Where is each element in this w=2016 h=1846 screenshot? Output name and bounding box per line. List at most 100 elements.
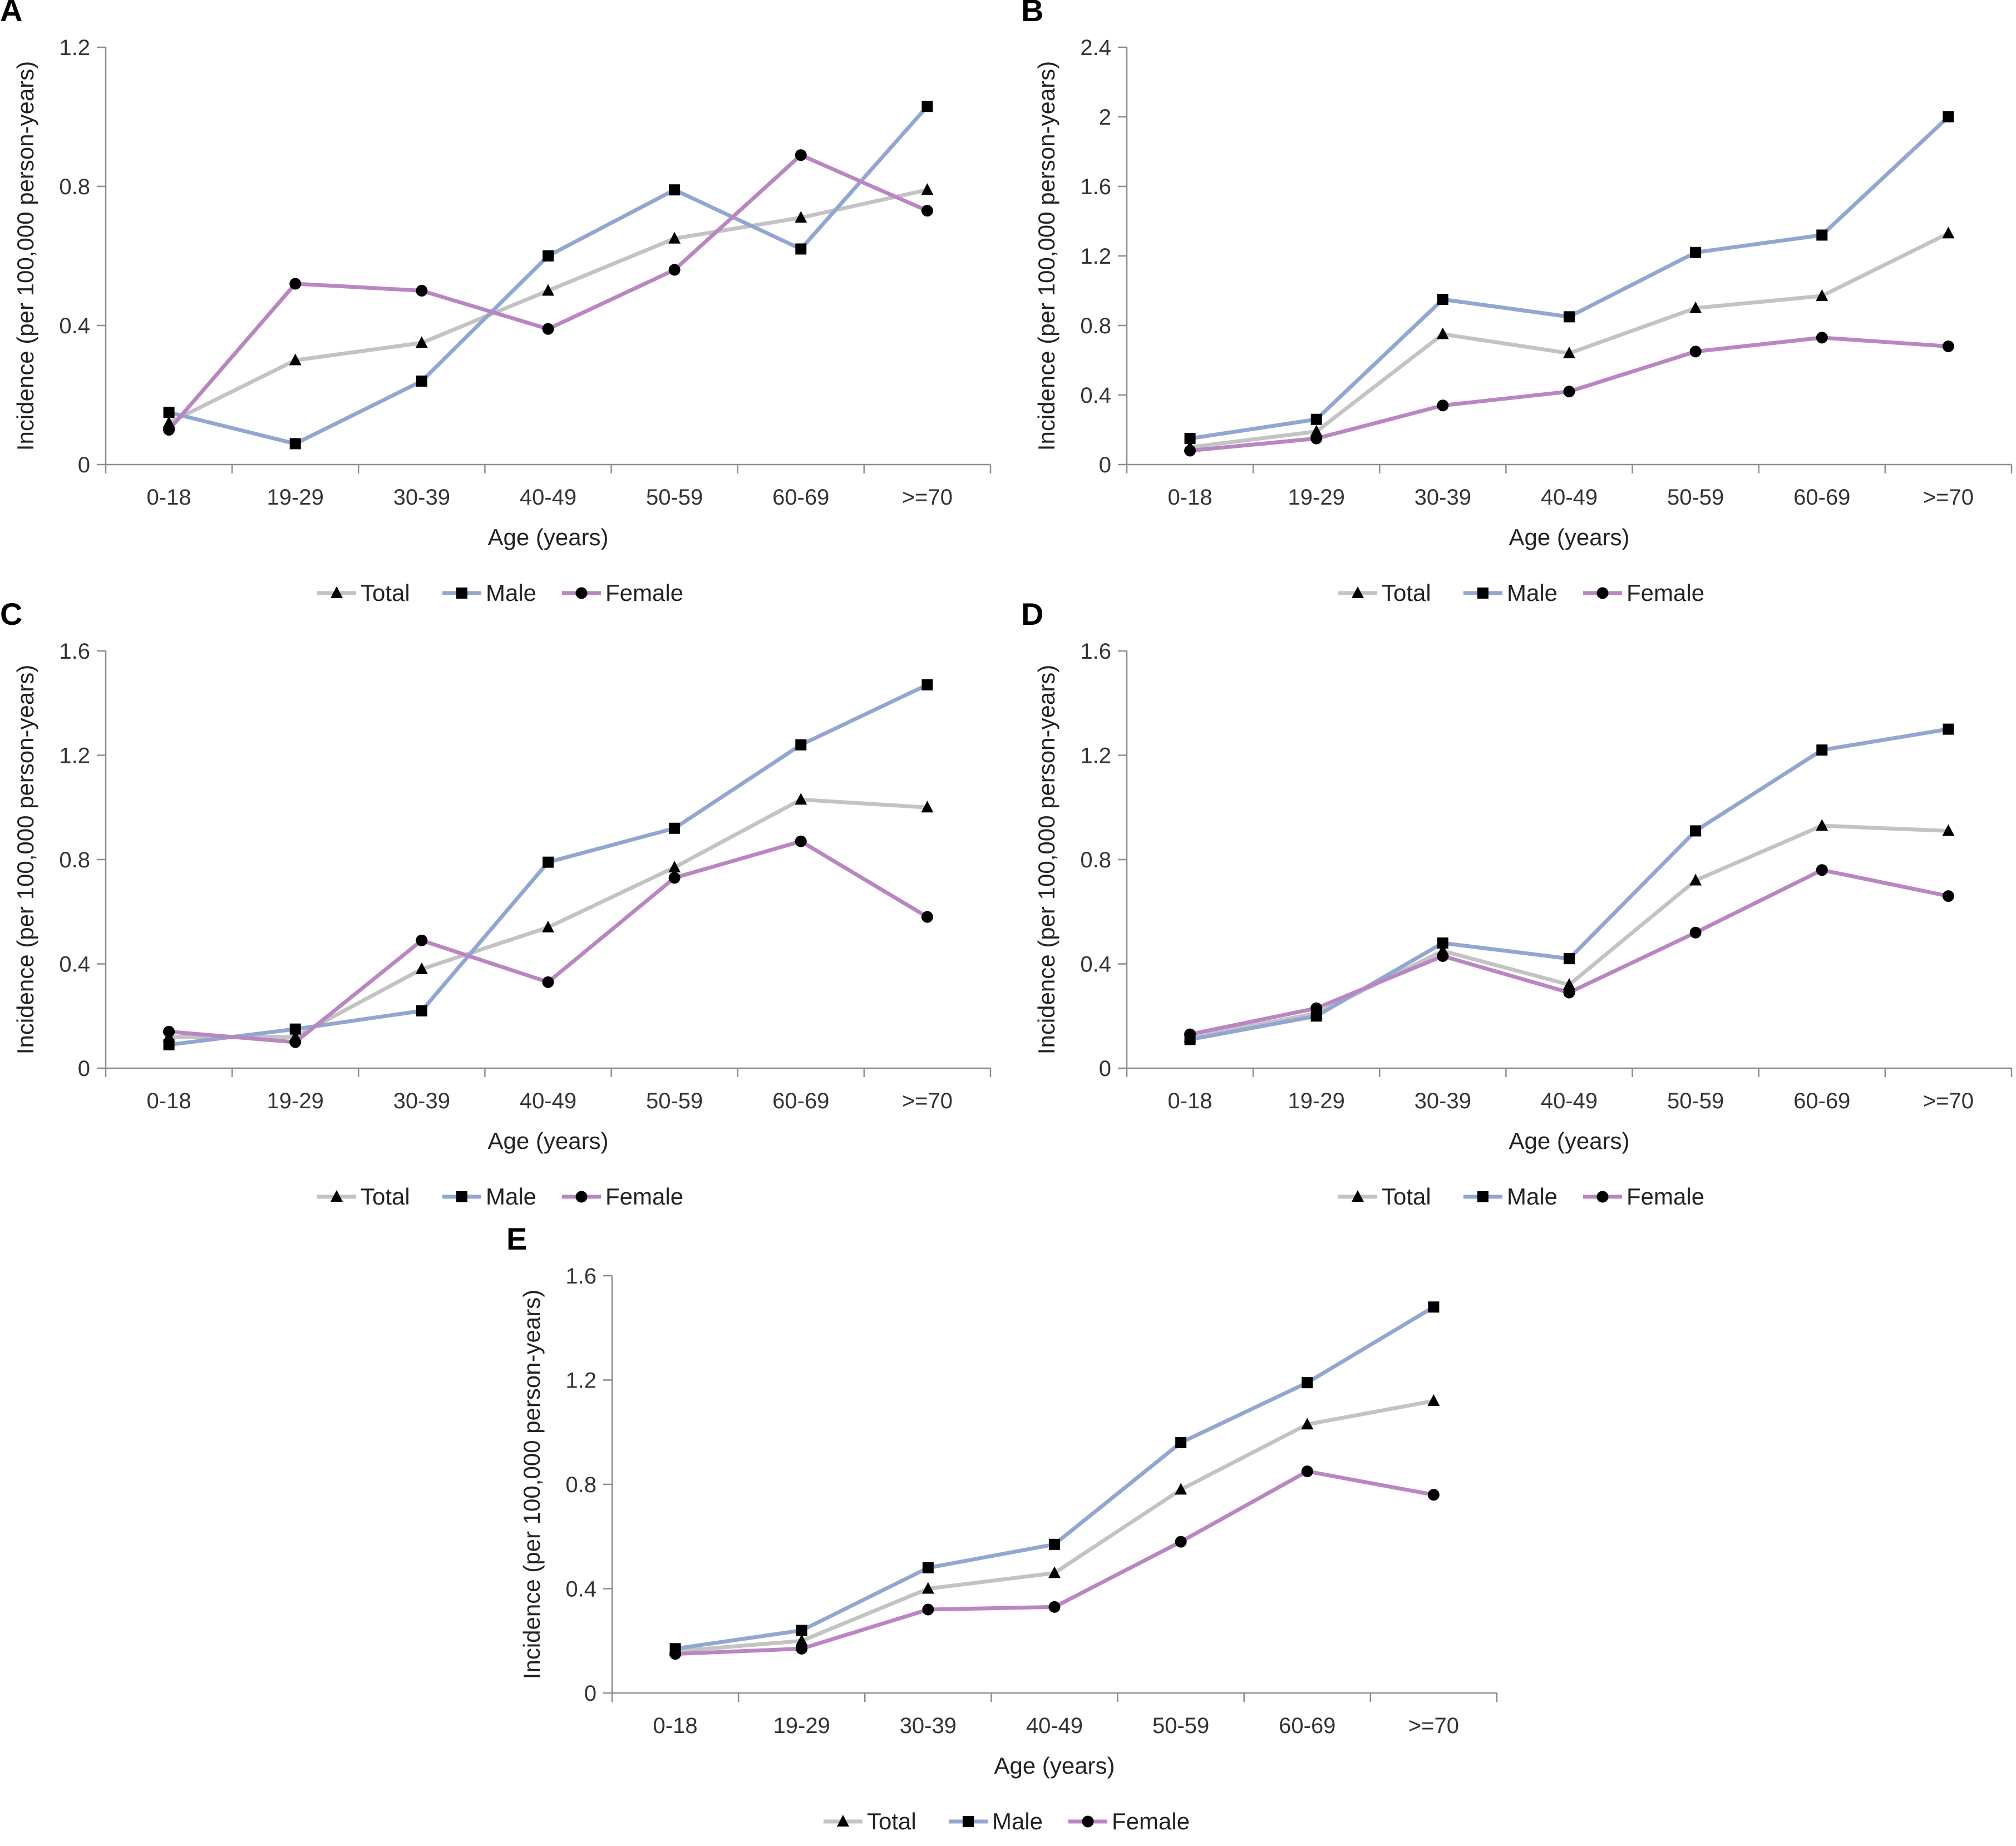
legend-marker-male [456,1191,467,1202]
data-point-total [668,861,681,873]
data-point-total [795,793,807,805]
data-point-male [163,1039,175,1050]
series-line-total [1188,823,1950,1039]
x-tick-label: 40-49 [1541,485,1598,510]
y-tick-label: 1.6 [59,639,90,664]
data-point-female [1301,1465,1313,1478]
x-tick-label: 40-49 [1026,1714,1083,1738]
x-tick-label: 50-59 [1667,1089,1724,1113]
data-point-male [163,407,175,418]
y-axis-title: Incidence (per 100,000 person-years) [12,61,38,451]
data-point-female [1816,332,1828,344]
x-tick-label: 40-49 [1541,1089,1598,1113]
chart-e-svg: 0 0.4 0.8 1.2 1.6 0-18 19-29 30-39 40-49 50-59 60-… [519,1264,1498,1834]
data-point-total [542,920,554,932]
chart-panel-d: 0 0.4 0.8 1.2 1.6 0-18 19-29 30-39 40-49 50-59 60-… [1021,596,2016,1210]
series-line-male [673,1305,1436,1651]
x-tick-label: 0-18 [147,1089,191,1113]
data-point-male [1564,953,1575,965]
y-tick-label: 0 [1099,1057,1111,1081]
legend-label-female: Female [1626,580,1704,606]
y-tick-label: 0.4 [59,952,90,977]
data-point-male [1184,433,1196,445]
legend-marker-total [837,1815,849,1827]
data-point-male [1816,744,1828,756]
x-tick-label: 0-18 [1168,1089,1212,1113]
x-tick-label: 40-49 [520,1089,576,1113]
y-tick-label: 1.2 [1080,244,1111,269]
legend-marker-total [331,586,343,598]
x-tick-label: >=70 [902,1089,953,1113]
data-point-total [1816,819,1828,831]
data-point-male [1049,1538,1060,1550]
data-point-total [795,211,807,223]
y-tick-label: 0.4 [565,1577,597,1602]
legend-label-male: Male [1507,580,1557,606]
data-point-female [416,934,428,946]
data-point-total [1048,1566,1061,1578]
data-point-female [669,1648,682,1660]
data-point-total [1175,1483,1187,1495]
data-point-male [1943,723,1954,735]
y-tick-label: 1.2 [565,1369,597,1393]
data-point-male [1943,111,1954,122]
data-point-female [1310,1002,1323,1014]
x-tick-label: 60-69 [1279,1714,1335,1738]
y-axis-title: Incidence (per 100,000 person-years) [1033,665,1059,1054]
data-point-total [795,1634,808,1646]
data-point-female [542,976,554,988]
y-tick-label: 0 [78,453,90,477]
data-point-total [1563,978,1575,990]
y-tick-label: 1.2 [59,36,90,60]
y-tick-label: 0.8 [565,1473,597,1497]
legend-marker-total [1352,1190,1364,1202]
data-point-total [542,284,554,296]
y-tick-label: 0.4 [1080,952,1111,977]
legend-label-total: Total [1382,580,1431,606]
x-tick-label: 30-39 [1414,1089,1471,1113]
x-tick-label: 60-69 [772,485,829,510]
data-point-male [795,739,807,751]
y-tick-label: 0 [584,1681,597,1706]
data-point-female [668,872,681,884]
x-tick-label: 40-49 [520,485,576,510]
data-point-total [1816,289,1828,301]
data-point-total [1427,1394,1440,1406]
data-point-female [796,1642,808,1655]
legend-marker-female [575,587,588,599]
series-line-male [167,104,929,446]
data-point-total [1689,301,1702,313]
series-line-total [673,1399,1436,1653]
panel-label-c: C [0,596,23,631]
data-point-male [921,101,933,112]
x-tick-label: 19-29 [1288,1089,1345,1113]
legend-label-total: Total [361,580,410,606]
data-point-female [163,424,175,436]
data-point-female [1942,890,1954,902]
x-tick-label: 30-39 [900,1714,957,1738]
data-point-male [921,679,933,690]
data-point-male [1564,311,1575,323]
data-point-total [921,1582,934,1594]
legend-label-total: Total [867,1808,916,1834]
chart-b-svg: 0 0.4 0.8 1.2 1.6 2 2.4 0-18 19-29 30-39 40-49 50-5… [1033,36,2013,606]
legend-label-male: Male [486,580,536,606]
legend-label-total: Total [1382,1183,1431,1210]
x-tick-label: 50-59 [1152,1714,1209,1738]
data-point-female [668,264,681,276]
y-tick-label: 1.6 [565,1264,597,1289]
data-point-male [795,243,807,255]
y-axis-title: Incidence (per 100,000 person-years) [519,1290,545,1679]
data-point-female [163,1025,175,1038]
x-tick-label: 50-59 [646,1089,703,1113]
legend-marker-male [1477,588,1488,599]
data-point-female [1184,445,1196,457]
data-point-male [1428,1301,1440,1313]
data-point-total [1301,1418,1314,1430]
data-point-male [922,1562,934,1573]
y-axis-title: Incidence (per 100,000 person-years) [12,665,38,1054]
y-tick-label: 1.6 [1080,175,1111,199]
x-tick-label: 0-18 [147,485,191,510]
data-point-male [543,856,554,868]
data-point-total [1563,347,1575,358]
